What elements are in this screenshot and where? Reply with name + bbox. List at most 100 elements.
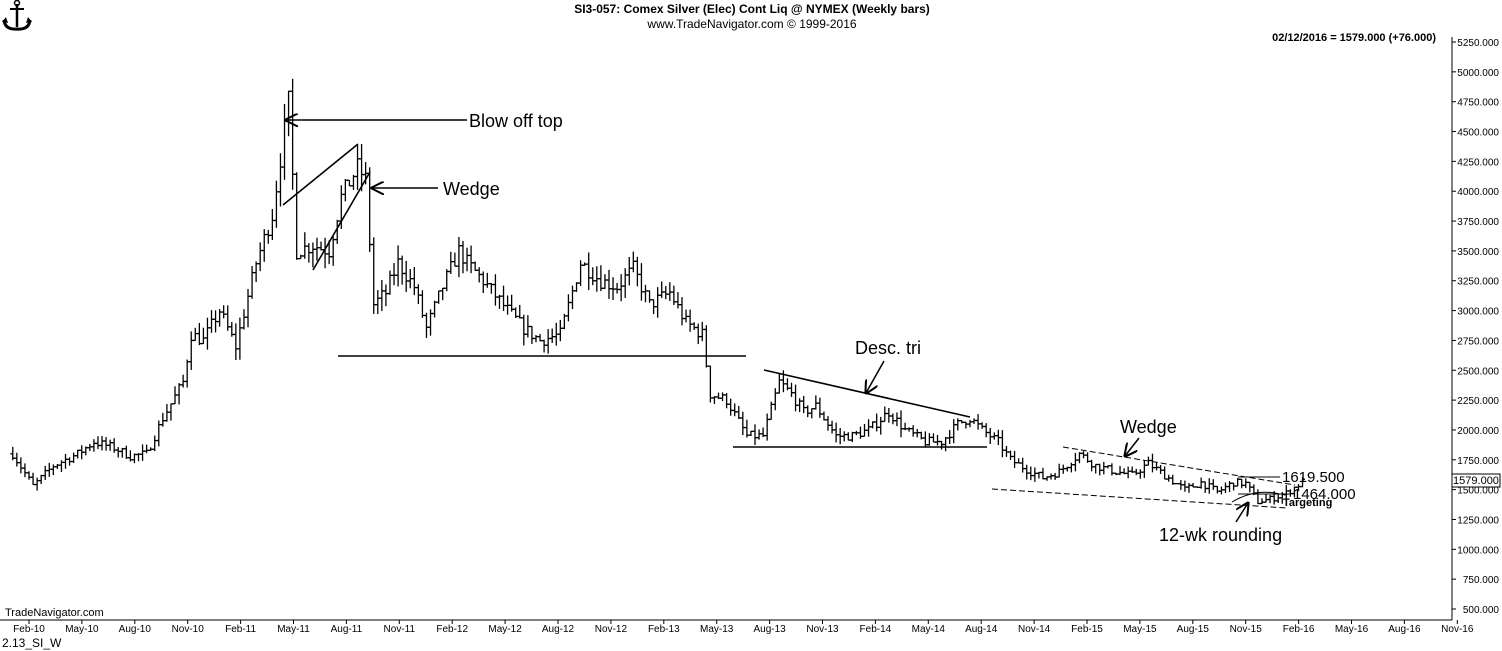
ohlc-bar (699, 321, 705, 342)
ohlc-bar (71, 452, 77, 463)
ohlc-bar (26, 471, 32, 480)
y-tick-label: 500.000 (1463, 605, 1500, 616)
ohlc-bar (663, 286, 669, 300)
y-tick-label: 2750.000 (1457, 336, 1499, 347)
ohlc-bar (801, 395, 807, 414)
wedge-lower-line (312, 171, 371, 271)
ohlc-bar (776, 373, 782, 394)
ohlc-bar (277, 153, 283, 207)
x-tick-label: May-11 (277, 624, 310, 635)
ohlc-bar (484, 272, 490, 288)
ohlc-bar (273, 180, 279, 228)
x-tick-label: Feb-10 (13, 624, 45, 635)
x-tick-label: Feb-16 (1283, 624, 1315, 635)
ohlc-bar (30, 472, 36, 486)
rounding-arrow (1235, 503, 1248, 523)
ohlc-bar (825, 416, 831, 431)
ohlc-bar (290, 78, 296, 190)
x-tick-label: Aug-10 (119, 624, 152, 635)
ohlc-bar (659, 281, 665, 298)
ohlc-bar (1137, 469, 1143, 479)
ohlc-bar (732, 403, 738, 417)
x-tick-label: Nov-13 (806, 624, 839, 635)
ohlc-bar (545, 329, 551, 354)
ohlc-bar (50, 464, 56, 476)
wedge-label: Wedge (443, 179, 500, 199)
x-tick-label: Aug-16 (1388, 624, 1421, 635)
ohlc-bar (687, 309, 693, 332)
ohlc-bar (164, 404, 170, 422)
anchor-logo-icon (2, 0, 32, 31)
ohlc-bar (468, 245, 474, 274)
ohlc-bar (724, 393, 730, 409)
ohlc-bar (249, 266, 255, 299)
last-quote: 02/12/2016 = 1579.000 (+76.000) (1272, 32, 1436, 44)
blow-off-top-label: Blow off top (469, 111, 563, 131)
ohlc-bar (951, 419, 957, 444)
ohlc-bar (642, 284, 648, 303)
ohlc-bar (160, 412, 166, 427)
ohlc-bar (805, 405, 811, 418)
level-high-label: 1619.500 (1282, 469, 1345, 486)
ohlc-bar (841, 431, 847, 442)
ohlc-bar (42, 465, 48, 480)
watermark: TradeNavigator.com (5, 607, 104, 619)
ohlc-bar (809, 408, 815, 419)
ohlc-bar (140, 444, 146, 461)
ohlc-bar (310, 242, 316, 268)
ohlc-bar (501, 285, 507, 311)
ohlc-bar (444, 269, 450, 292)
ohlc-bar (123, 445, 129, 459)
ohlc-bar (1263, 494, 1269, 503)
chart-subtitle: www.TradeNavigator.com © 1999-2016 (646, 17, 856, 31)
ohlc-bar (144, 444, 150, 454)
ohlc-bar (346, 179, 352, 187)
ohlc-bar (736, 405, 742, 420)
last-price-value: 1579.000 (1453, 475, 1499, 487)
ohlc-bar (257, 242, 263, 272)
ohlc-bar (1016, 458, 1022, 464)
x-tick-label: Nov-11 (384, 624, 416, 635)
ohlc-bar (590, 267, 596, 286)
ohlc-bar (403, 260, 409, 293)
x-tick-label: Feb-13 (648, 624, 680, 635)
ohlc-bar (675, 292, 681, 309)
wedge2-upper-line (1062, 446, 1296, 486)
ohlc-bar (638, 263, 644, 301)
ohlc-bar (655, 287, 661, 318)
ohlc-bar (87, 443, 93, 452)
x-tick-label: Aug-15 (1177, 624, 1210, 635)
desc-tri-upper-line (763, 369, 971, 418)
ohlc-bar (987, 428, 993, 444)
ohlc-bar (926, 433, 932, 446)
ohlc-bar (549, 328, 555, 343)
ohlc-bar (764, 413, 770, 441)
ohlc-bar (460, 240, 466, 274)
ohlc-bar (1158, 464, 1164, 474)
wedge2-arrow (1125, 437, 1140, 456)
ohlc-bar (930, 433, 936, 443)
x-tick-label: Aug-11 (331, 624, 363, 635)
ohlc-bar (890, 413, 896, 425)
ohlc-bar (1056, 463, 1062, 478)
ohlc-bar (18, 457, 24, 474)
ohlc-bar (740, 411, 746, 436)
ohlc-bar (99, 436, 105, 451)
ohlc-bar (1089, 459, 1095, 472)
ohlc-bar (634, 256, 640, 287)
x-tick-label: Aug-13 (753, 624, 786, 635)
y-tick-label: 4500.000 (1457, 128, 1499, 139)
ohlc-bar (103, 437, 109, 451)
rounding-curve (1231, 491, 1281, 503)
ohlc-bar (821, 411, 827, 421)
ohlc-bar (1072, 452, 1078, 472)
ohlc-bar (95, 436, 101, 450)
ohlc-bar (1186, 482, 1192, 493)
ohlc-bar (367, 167, 373, 252)
y-tick-label: 1750.000 (1457, 456, 1499, 467)
ohlc-bar (253, 261, 259, 283)
ohlc-bar (894, 412, 900, 427)
ohlc-bar (200, 327, 206, 345)
ohlc-bar (598, 265, 604, 292)
